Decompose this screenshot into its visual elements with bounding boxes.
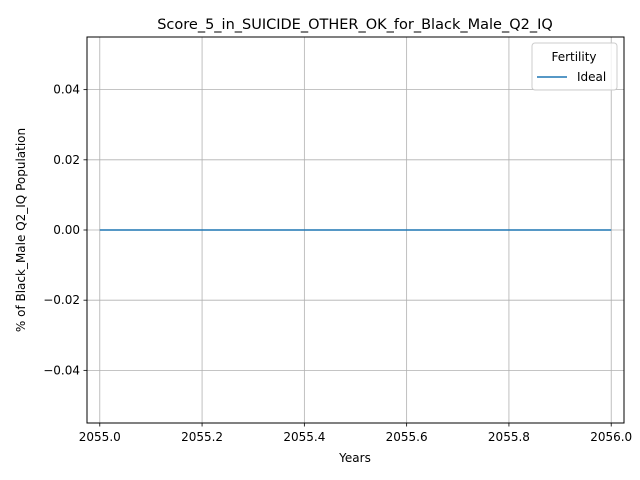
y-tick-label: −0.04	[43, 363, 80, 377]
x-axis-label: Years	[338, 451, 371, 465]
legend: Fertility Ideal	[531, 42, 618, 91]
x-axis: 2055.0 2055.2 2055.4 2055.6 2055.8 2056.0	[79, 423, 632, 444]
y-tick-label: 0.02	[53, 153, 80, 167]
chart-title: Score_5_in_SUICIDE_OTHER_OK_for_Black_Ma…	[157, 17, 553, 33]
y-axis-label: % of Black_Male Q2_IQ Population	[14, 128, 28, 332]
x-tick-label: 2055.8	[488, 430, 530, 444]
y-tick-label: −0.02	[43, 293, 80, 307]
x-tick-label: 2055.4	[283, 430, 325, 444]
legend-box	[531, 42, 618, 91]
x-tick-label: 2055.2	[181, 430, 223, 444]
legend-label-ideal: Ideal	[577, 70, 606, 84]
x-tick-label: 2055.0	[79, 430, 121, 444]
legend-title: Fertility	[551, 50, 596, 64]
y-tick-label: 0.04	[53, 83, 80, 97]
x-tick-label: 2055.6	[386, 430, 428, 444]
y-axis: −0.04 −0.02 0.00 0.02 0.04	[43, 83, 87, 377]
y-tick-label: 0.00	[53, 223, 80, 237]
x-tick-label: 2056.0	[590, 430, 632, 444]
